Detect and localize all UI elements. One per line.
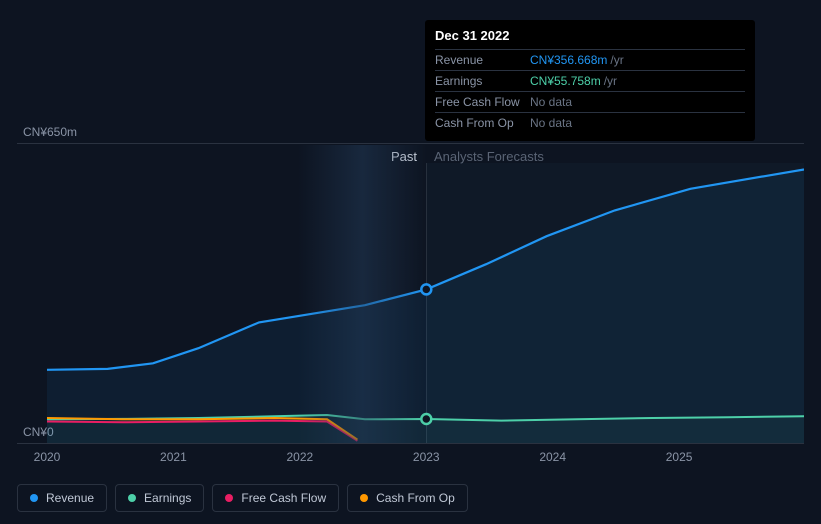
series-fill (47, 170, 804, 444)
legend-label: Earnings (144, 491, 191, 505)
legend-item[interactable]: Revenue (17, 484, 107, 512)
tooltip-row: RevenueCN¥356.668m/yr (435, 50, 745, 71)
tooltip-row-unit: /yr (610, 53, 623, 67)
legend-label: Free Cash Flow (241, 491, 326, 505)
legend-label: Cash From Op (376, 491, 455, 505)
chart-area[interactable] (47, 163, 804, 443)
tooltip-row: Cash From OpNo data (435, 113, 745, 133)
x-tick: 2023 (413, 450, 440, 464)
tooltip-row-value: No data (530, 116, 572, 130)
tooltip-row-unit: /yr (604, 74, 617, 88)
tooltip-row-value: No data (530, 95, 572, 109)
legend: Revenue Earnings Free Cash Flow Cash From O… (17, 484, 468, 512)
y-axis-max-label: CN¥650m (23, 125, 77, 139)
tooltip-row-label: Cash From Op (435, 116, 530, 130)
forecast-section-label: Analysts Forecasts (434, 149, 544, 164)
tooltip-row-label: Earnings (435, 74, 530, 88)
x-tick: 2022 (286, 450, 313, 464)
gridline-bottom (17, 443, 804, 444)
x-tick: 2025 (666, 450, 693, 464)
legend-item[interactable]: Cash From Op (347, 484, 468, 512)
legend-dot-icon (30, 494, 38, 502)
tooltip-row: Free Cash FlowNo data (435, 92, 745, 113)
x-axis: 202020212022202320242025 (47, 450, 804, 470)
tooltip-date: Dec 31 2022 (435, 28, 745, 50)
data-tooltip: Dec 31 2022 RevenueCN¥356.668m/yrEarning… (425, 20, 755, 141)
tooltip-row: EarningsCN¥55.758m/yr (435, 71, 745, 92)
x-tick: 2020 (34, 450, 61, 464)
x-tick: 2024 (539, 450, 566, 464)
legend-item[interactable]: Free Cash Flow (212, 484, 339, 512)
x-tick: 2021 (160, 450, 187, 464)
legend-item[interactable]: Earnings (115, 484, 204, 512)
legend-dot-icon (128, 494, 136, 502)
tooltip-row-label: Free Cash Flow (435, 95, 530, 109)
gridline-top (17, 143, 804, 144)
legend-label: Revenue (46, 491, 94, 505)
data-marker[interactable] (421, 284, 431, 294)
legend-dot-icon (360, 494, 368, 502)
tooltip-row-value: CN¥356.668m (530, 53, 607, 67)
legend-dot-icon (225, 494, 233, 502)
past-section-label: Past (391, 149, 417, 164)
tooltip-row-value: CN¥55.758m (530, 74, 601, 88)
tooltip-row-label: Revenue (435, 53, 530, 67)
data-marker[interactable] (421, 414, 431, 424)
